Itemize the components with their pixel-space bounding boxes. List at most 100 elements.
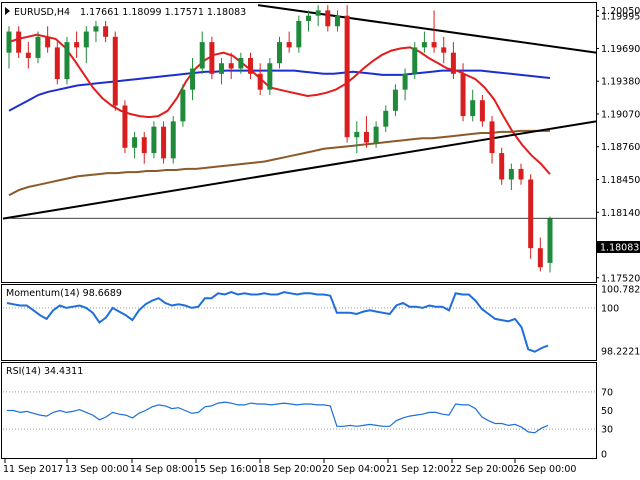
momentum-tick-label: 98.2221: [601, 347, 640, 358]
price-layer: [2, 4, 597, 273]
price-tick-label: 1.19070: [601, 109, 640, 120]
candle-body: [170, 121, 176, 159]
rsi-tick-label: 0: [601, 450, 607, 461]
candle-body: [103, 26, 109, 37]
ma-fast-line: [8, 33, 551, 175]
momentum-layer: [3, 291, 596, 353]
price-tick-label: 1.18760: [601, 142, 640, 153]
candle-body: [547, 218, 553, 263]
candle-body: [325, 10, 331, 27]
ma-mid-line: [8, 69, 551, 112]
candle-body: [392, 89, 398, 111]
current-price-text: 1.18083: [600, 243, 639, 254]
candle-body: [354, 131, 360, 138]
momentum-tick-label: 100: [601, 303, 619, 314]
candle-body: [83, 31, 89, 48]
candle-body: [441, 47, 447, 53]
price-tick-label: 1.20050: [601, 6, 640, 17]
candle-body: [373, 126, 379, 143]
candle-body: [141, 137, 147, 154]
price-tick-label: 1.17520: [601, 273, 640, 284]
candle-body: [190, 68, 196, 90]
time-tick-label: 20 Sep 04:00: [322, 464, 385, 475]
rsi-tick-label: 30: [601, 425, 613, 436]
candle-body: [305, 15, 311, 21]
candle-body: [383, 110, 389, 127]
price-tick-label: 1.18450: [601, 175, 640, 186]
rsi-tick-label: 50: [601, 406, 613, 417]
candle-body: [518, 168, 524, 180]
time-tick-label: 26 Sep 00:00: [513, 464, 576, 475]
momentum-tick-label: 100.7828: [601, 284, 640, 295]
time-tick-label: 22 Sep 20:00: [450, 464, 513, 475]
candle-body: [238, 57, 244, 69]
candle-body: [132, 137, 138, 148]
triangle-icon: [5, 7, 10, 15]
candle-body: [277, 42, 282, 64]
candle-body: [431, 42, 437, 48]
symbol-header: EURUSD,H4 1.17661 1.18099 1.17571 1.1808…: [5, 7, 246, 18]
candle-body: [219, 63, 225, 74]
time-tick-label: 13 Sep 00:00: [65, 464, 128, 475]
candle-body: [460, 73, 466, 117]
candle-body: [35, 36, 41, 58]
rsi-label: RSI(14) 34.4311: [6, 366, 83, 377]
candle-body: [257, 73, 263, 90]
time-tick-label: 18 Sep 20:00: [258, 464, 321, 475]
trendline-1: [2, 120, 597, 220]
candle-body: [209, 42, 215, 74]
candle-body: [402, 73, 408, 90]
candle-body: [479, 100, 485, 122]
candle-body: [64, 42, 70, 80]
rsi-panel: [1, 362, 597, 459]
candle-body: [267, 63, 273, 90]
rsi-line: [7, 401, 549, 434]
candle-body: [470, 100, 476, 117]
candle-body: [508, 168, 514, 180]
candle-body: [450, 52, 456, 74]
candle-body: [180, 89, 186, 122]
candle-body: [315, 10, 321, 16]
candle-body: [199, 42, 205, 69]
time-tick-label: 15 Sep 16:00: [194, 464, 257, 475]
symbol-label: EURUSD,H4: [14, 7, 70, 18]
candle-body: [421, 42, 427, 48]
trendline-2: [257, 4, 597, 54]
time-tick-label: 11 Sep 2017: [3, 464, 63, 475]
ma-slow-line: [8, 129, 550, 197]
momentum-label: Momentum(14) 98.6689: [6, 288, 122, 299]
candle-body: [93, 26, 99, 32]
candle-body: [344, 15, 350, 138]
candle-body: [161, 126, 167, 159]
candle-body: [6, 31, 12, 53]
candle-body: [499, 153, 505, 180]
candle-body: [489, 121, 495, 154]
price-tick-label: 1.19380: [601, 77, 640, 88]
candle-body: [112, 36, 118, 106]
candle-body: [412, 47, 418, 74]
rsi-tick-label: 70: [601, 387, 613, 398]
price-tick-label: 1.19995: [601, 12, 640, 23]
momentum-line: [6, 291, 549, 353]
candle-body: [122, 105, 128, 148]
candle-body: [296, 20, 302, 48]
candle-body: [74, 42, 80, 48]
candle-body: [45, 36, 51, 48]
time-tick-label: 14 Sep 08:00: [130, 464, 193, 475]
candle-body: [334, 15, 340, 27]
candle-body: [363, 131, 369, 143]
rsi-layer: [3, 391, 596, 434]
ohlc-label: 1.17661 1.18099 1.17571 1.18083: [80, 7, 246, 18]
candle-body: [151, 126, 157, 154]
candle-body: [16, 31, 22, 53]
candle-body: [537, 248, 543, 268]
price-tick-label: 1.18140: [601, 208, 640, 219]
candle-body: [528, 179, 534, 249]
candle-body: [54, 47, 60, 80]
candle-body: [228, 63, 234, 69]
candle-body: [248, 57, 254, 74]
current-price-badge: 1.18083: [597, 241, 640, 254]
time-tick-label: 21 Sep 12:00: [386, 464, 449, 475]
candle-body: [286, 42, 292, 48]
